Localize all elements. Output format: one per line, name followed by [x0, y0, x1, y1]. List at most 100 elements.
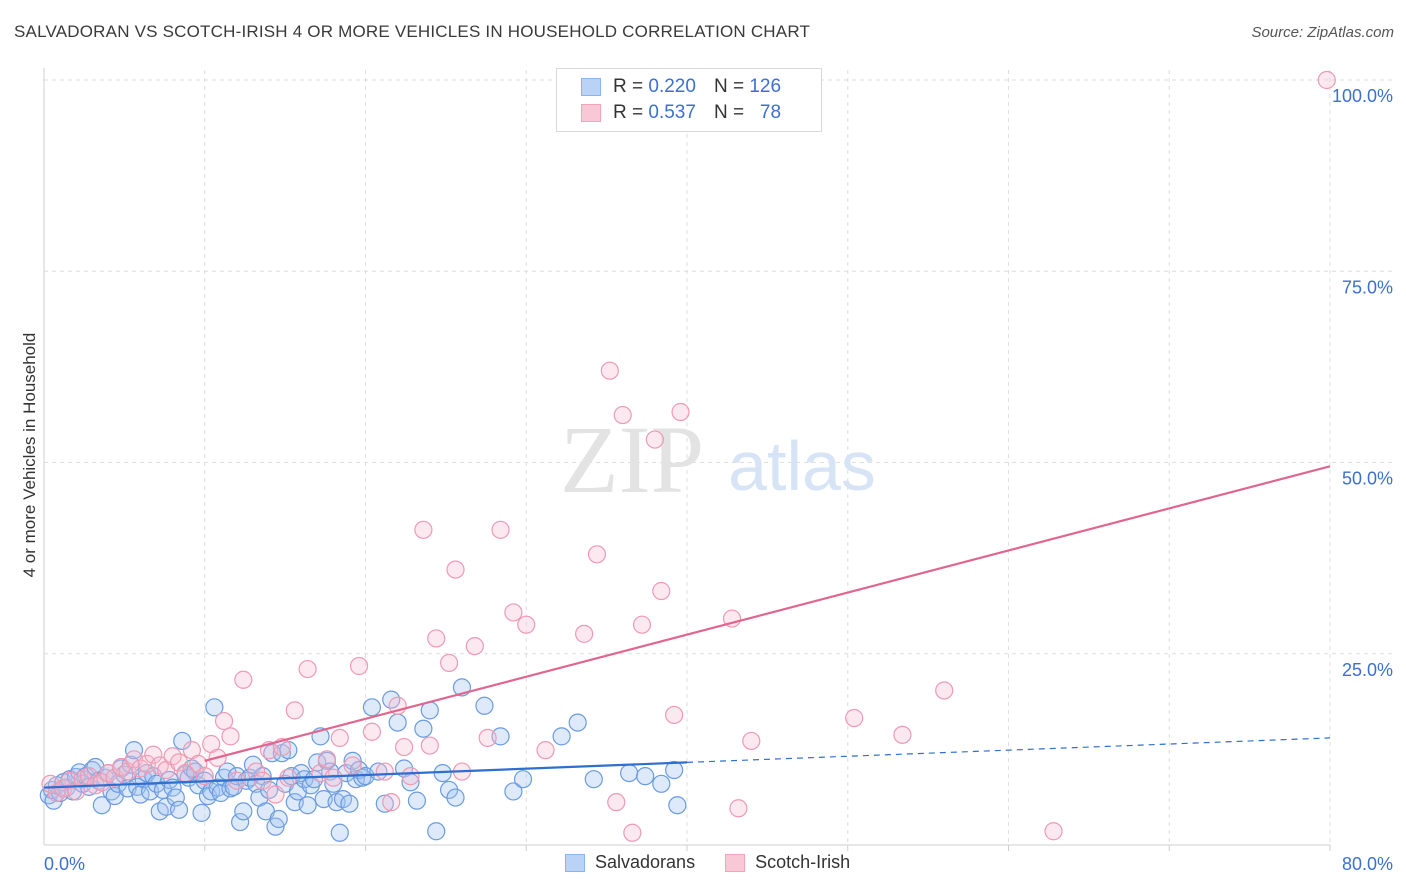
data-point-scotch-irish — [47, 783, 66, 803]
data-point-scotch-irish — [504, 603, 523, 622]
trend-line-salvadoran-extension — [686, 737, 1331, 763]
data-point-scotch-irish — [613, 405, 632, 425]
legend-r-label: R = — [613, 76, 644, 97]
data-point-scotch-irish — [465, 636, 484, 656]
data-point-salvadoran — [414, 719, 433, 738]
data-point-salvadoran — [150, 802, 169, 821]
data-point-salvadoran — [333, 789, 353, 809]
data-point-scotch-irish — [401, 767, 420, 786]
legend-item-scotch-irish[interactable]: Scotch-Irish — [725, 852, 850, 873]
legend-row-salvadoran: R = 0.220 N = 126 — [581, 75, 781, 99]
data-point-salvadoran — [636, 767, 655, 786]
data-point-salvadoran — [504, 782, 523, 801]
data-point-salvadoran — [340, 794, 359, 813]
data-point-salvadoran — [269, 809, 288, 829]
data-point-salvadoran — [259, 780, 279, 800]
data-point-scotch-irish — [623, 823, 642, 842]
data-point-scotch-irish — [742, 731, 761, 751]
data-point-salvadoran — [513, 770, 533, 789]
data-point-scotch-irish — [169, 753, 189, 772]
data-point-scotch-irish — [221, 727, 240, 746]
data-point-scotch-irish — [845, 708, 864, 728]
y-tick-label: 100.0% — [1332, 86, 1393, 106]
data-point-salvadoran — [620, 763, 639, 783]
data-point-scotch-irish — [536, 741, 555, 760]
data-point-salvadoran — [388, 713, 407, 732]
data-point-salvadoran — [124, 741, 144, 760]
legend-swatch-scotch-irish — [725, 853, 746, 872]
legend-swatch-salvadorans — [565, 853, 585, 872]
legend-n-value: 78 — [759, 102, 782, 123]
data-point-scotch-irish — [420, 736, 439, 755]
axes — [43, 68, 1331, 851]
y-tick-label: 50.0% — [1342, 469, 1393, 489]
legend-r-label: R = — [613, 102, 644, 123]
data-point-scotch-irish — [729, 799, 748, 818]
data-point-scotch-irish — [652, 581, 671, 601]
legend-r-value: 0.537 — [648, 102, 696, 123]
x-tick-label: 0.0% — [44, 854, 85, 874]
legend-swatch-scotch — [581, 104, 601, 122]
data-point-salvadoran — [173, 731, 192, 751]
data-point-scotch-irish — [935, 681, 954, 700]
legend-swatch-salvadoran — [581, 78, 601, 96]
data-point-scotch-irish — [575, 624, 594, 643]
data-point-salvadoran — [369, 762, 388, 781]
data-point-scotch-irish — [362, 722, 382, 741]
data-point-salvadoran — [427, 822, 446, 841]
data-point-scotch-irish — [394, 737, 414, 757]
legend-n-value: 126 — [749, 76, 782, 97]
data-point-salvadoran — [92, 796, 111, 815]
legend-r-value: 0.220 — [648, 76, 696, 97]
watermark-atlas: atlas — [728, 427, 876, 505]
data-point-scotch-irish — [587, 545, 607, 564]
data-point-scotch-irish — [427, 629, 446, 648]
data-point-scotch-irish — [600, 361, 619, 380]
data-point-scotch-irish — [382, 793, 401, 812]
data-point-scotch-irish — [343, 756, 362, 775]
legend-item-salvadorans[interactable]: Salvadorans — [565, 852, 695, 873]
y-axis-label: 4 or more Vehicles in Household — [20, 332, 39, 578]
data-point-scotch-irish — [349, 656, 369, 676]
data-point-scotch-irish — [893, 725, 912, 744]
data-point-salvadoran — [668, 796, 687, 815]
data-point-salvadoran — [568, 713, 587, 732]
data-point-salvadoran — [231, 812, 250, 832]
data-point-salvadoran — [475, 696, 494, 715]
data-point-scotch-irish — [478, 728, 497, 748]
data-point-scotch-irish — [317, 750, 337, 769]
data-point-scotch-irish — [324, 768, 343, 787]
x-tick-label: 80.0% — [1342, 854, 1393, 874]
tick-labels: 100.0% 75.0% 50.0% 25.0% 0.0% 80.0% — [44, 86, 1393, 874]
chart-source: Source: ZipAtlas.com — [1251, 24, 1394, 41]
y-tick-label: 25.0% — [1342, 660, 1393, 680]
data-point-salvadoran — [584, 770, 603, 789]
legend-n-label: N = — [713, 76, 745, 97]
data-point-salvadoran — [169, 800, 189, 819]
trend-line-scotch-irish — [204, 465, 1331, 762]
data-point-scotch-irish — [645, 430, 664, 449]
data-point-scotch-irish — [491, 520, 510, 539]
grid-lines — [44, 70, 1395, 845]
legend-label-scotch-irish: Scotch-Irish — [755, 852, 851, 872]
data-point-salvadoran — [192, 803, 211, 822]
data-point-scotch-irish — [131, 759, 150, 778]
series-legend: Salvadorans Scotch-Irish — [565, 852, 880, 873]
data-point-scotch-irish — [298, 659, 317, 679]
data-point-scotch-irish — [330, 728, 349, 748]
data-point-salvadoran — [375, 794, 394, 813]
chart-title: SALVADORAN VS SCOTCH-IRISH 4 OR MORE VEH… — [14, 22, 811, 41]
data-point-scotch-irish — [1317, 70, 1336, 90]
data-point-scotch-irish — [144, 745, 163, 764]
data-point-scotch-irish — [375, 762, 394, 781]
data-point-salvadoran — [330, 823, 349, 842]
data-point-scotch-irish — [285, 701, 304, 720]
data-point-salvadoran — [446, 788, 465, 807]
watermark-zip: ZIP — [560, 406, 704, 513]
data-point-scotch-irish — [1044, 822, 1063, 841]
data-point-salvadoran — [407, 791, 427, 810]
data-point-salvadoran — [208, 778, 227, 797]
legend-row-scotch: R = 0.537 N = 78 — [581, 101, 781, 125]
data-point-scotch-irish — [665, 705, 684, 725]
